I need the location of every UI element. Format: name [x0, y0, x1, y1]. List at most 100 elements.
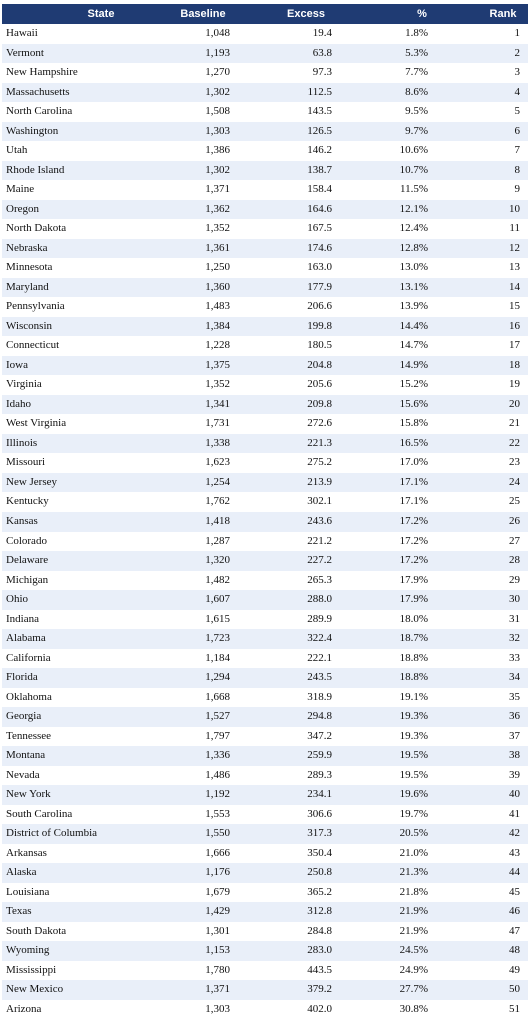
table-row: Pennsylvania 1,483 206.6 13.9% 15: [2, 297, 528, 317]
cell-percent: 17.0%: [399, 456, 428, 469]
cell-rank: 32: [509, 632, 520, 645]
cell-rank: 45: [509, 885, 520, 898]
table-row: Utah 1,386 146.2 10.6% 7: [2, 141, 528, 161]
cell-baseline: 1,482: [205, 573, 230, 586]
cell-excess: 265.3: [307, 573, 332, 586]
cell-rank: 27: [509, 534, 520, 547]
cell-state: Illinois: [6, 436, 38, 449]
cell-baseline: 1,153: [205, 944, 230, 957]
cell-excess: 289.9: [307, 612, 332, 625]
cell-rank: 50: [509, 983, 520, 996]
cell-excess: 243.6: [307, 515, 332, 527]
cell-state: Washington: [6, 124, 59, 137]
cell-percent: 21.8%: [399, 885, 428, 898]
cell-excess: 227.2: [307, 554, 332, 567]
header-baseline: Baseline: [180, 8, 226, 20]
cell-baseline: 1,679: [205, 885, 230, 898]
cell-excess: 177.9: [307, 280, 332, 293]
cell-rank: 18: [509, 358, 520, 371]
cell-excess: 97.3: [312, 66, 332, 79]
cell-baseline: 1,184: [205, 651, 230, 664]
cell-state: Nevada: [6, 768, 40, 781]
cell-baseline: 1,302: [205, 163, 230, 176]
cell-rank: 30: [509, 593, 520, 606]
cell-state: Nebraska: [6, 241, 48, 254]
cell-rank: 19: [509, 378, 520, 391]
cell-state: Minnesota: [6, 261, 53, 274]
cell-excess: 164.6: [307, 202, 332, 215]
cell-state: Michigan: [6, 573, 49, 586]
table-row: Arizona 1,303 402.0 30.8% 51: [2, 1000, 528, 1020]
cell-baseline: 1,192: [205, 788, 230, 801]
cell-rank: 33: [509, 651, 520, 664]
table-row: Kansas 1,418 243.6 17.2% 26: [2, 512, 528, 532]
cell-state: Colorado: [6, 534, 47, 547]
cell-percent: 19.3%: [399, 729, 428, 742]
cell-state: New Mexico: [6, 983, 64, 996]
cell-baseline: 1,731: [205, 417, 230, 430]
cell-rank: 14: [509, 280, 520, 293]
cell-state: Kentucky: [6, 495, 49, 508]
cell-excess: 63.8: [312, 46, 332, 59]
cell-baseline: 1,527: [205, 710, 230, 723]
cell-baseline: 1,048: [205, 27, 230, 39]
cell-percent: 17.2%: [399, 534, 428, 547]
cell-excess: 306.6: [307, 807, 332, 820]
header-excess: Excess: [287, 8, 325, 20]
cell-baseline: 1,797: [205, 729, 230, 742]
cell-baseline: 1,336: [205, 749, 230, 762]
cell-percent: 21.3%: [399, 866, 428, 879]
cell-rank: 34: [509, 671, 520, 684]
cell-percent: 17.9%: [399, 593, 428, 606]
cell-state: Pennsylvania: [6, 300, 65, 313]
cell-rank: 4: [514, 85, 521, 98]
cell-percent: 19.7%: [399, 807, 428, 820]
table-row: Texas 1,429 312.8 21.9% 46: [2, 902, 528, 922]
table-row: Tennessee 1,797 347.2 19.3% 37: [2, 727, 528, 747]
cell-excess: 213.9: [307, 475, 332, 488]
cell-baseline: 1,723: [205, 632, 230, 645]
cell-rank: 10: [509, 202, 520, 215]
cell-percent: 17.1%: [399, 495, 428, 508]
cell-state: Florida: [6, 671, 38, 684]
cell-state: Tennessee: [6, 729, 52, 742]
cell-percent: 21.9%: [399, 924, 428, 937]
cell-baseline: 1,666: [205, 846, 230, 859]
cell-excess: 234.1: [307, 788, 332, 801]
header-percent: %: [417, 8, 427, 20]
cell-percent: 15.2%: [399, 378, 428, 391]
cell-percent: 8.6%: [405, 85, 428, 98]
cell-percent: 7.7%: [405, 66, 428, 79]
cell-rank: 39: [509, 768, 520, 781]
cell-rank: 46: [509, 905, 520, 918]
cell-percent: 14.4%: [399, 319, 428, 332]
cell-percent: 9.5%: [405, 105, 428, 118]
cell-excess: 322.4: [307, 632, 332, 645]
cell-percent: 18.8%: [399, 671, 428, 684]
cell-percent: 14.9%: [399, 358, 428, 371]
cell-excess: 180.5: [307, 339, 332, 352]
cell-state: North Dakota: [6, 222, 67, 235]
table-row: Ohio 1,607 288.0 17.9% 30: [2, 590, 528, 610]
cell-baseline: 1,302: [205, 85, 230, 98]
table-row: Alaska 1,176 250.8 21.3% 44: [2, 863, 528, 883]
cell-state: Delaware: [6, 554, 49, 567]
cell-rank: 1: [514, 27, 521, 39]
cell-state: Georgia: [6, 710, 42, 723]
cell-percent: 13.0%: [399, 261, 428, 274]
table-row: Kentucky 1,762 302.1 17.1% 25: [2, 492, 528, 512]
table-row: Oregon 1,362 164.6 12.1% 10: [2, 199, 528, 220]
table-row: Mississippi 1,780 443.5 24.9% 49: [2, 961, 528, 981]
cell-rank: 40: [509, 788, 520, 801]
cell-excess: 221.2: [307, 534, 332, 547]
cell-rank: 43: [509, 846, 520, 859]
cell-percent: 10.6%: [399, 144, 428, 157]
cell-rank: 44: [509, 866, 520, 879]
table-row: New Mexico 1,371 379.2 27.7% 50: [2, 980, 528, 1000]
cell-state: North Carolina: [6, 105, 73, 118]
cell-state: Wisconsin: [6, 319, 52, 332]
cell-baseline: 1,623: [205, 456, 230, 469]
cell-baseline: 1,762: [205, 495, 230, 508]
cell-state: Connecticut: [6, 339, 60, 352]
cell-excess: 143.5: [307, 105, 332, 118]
